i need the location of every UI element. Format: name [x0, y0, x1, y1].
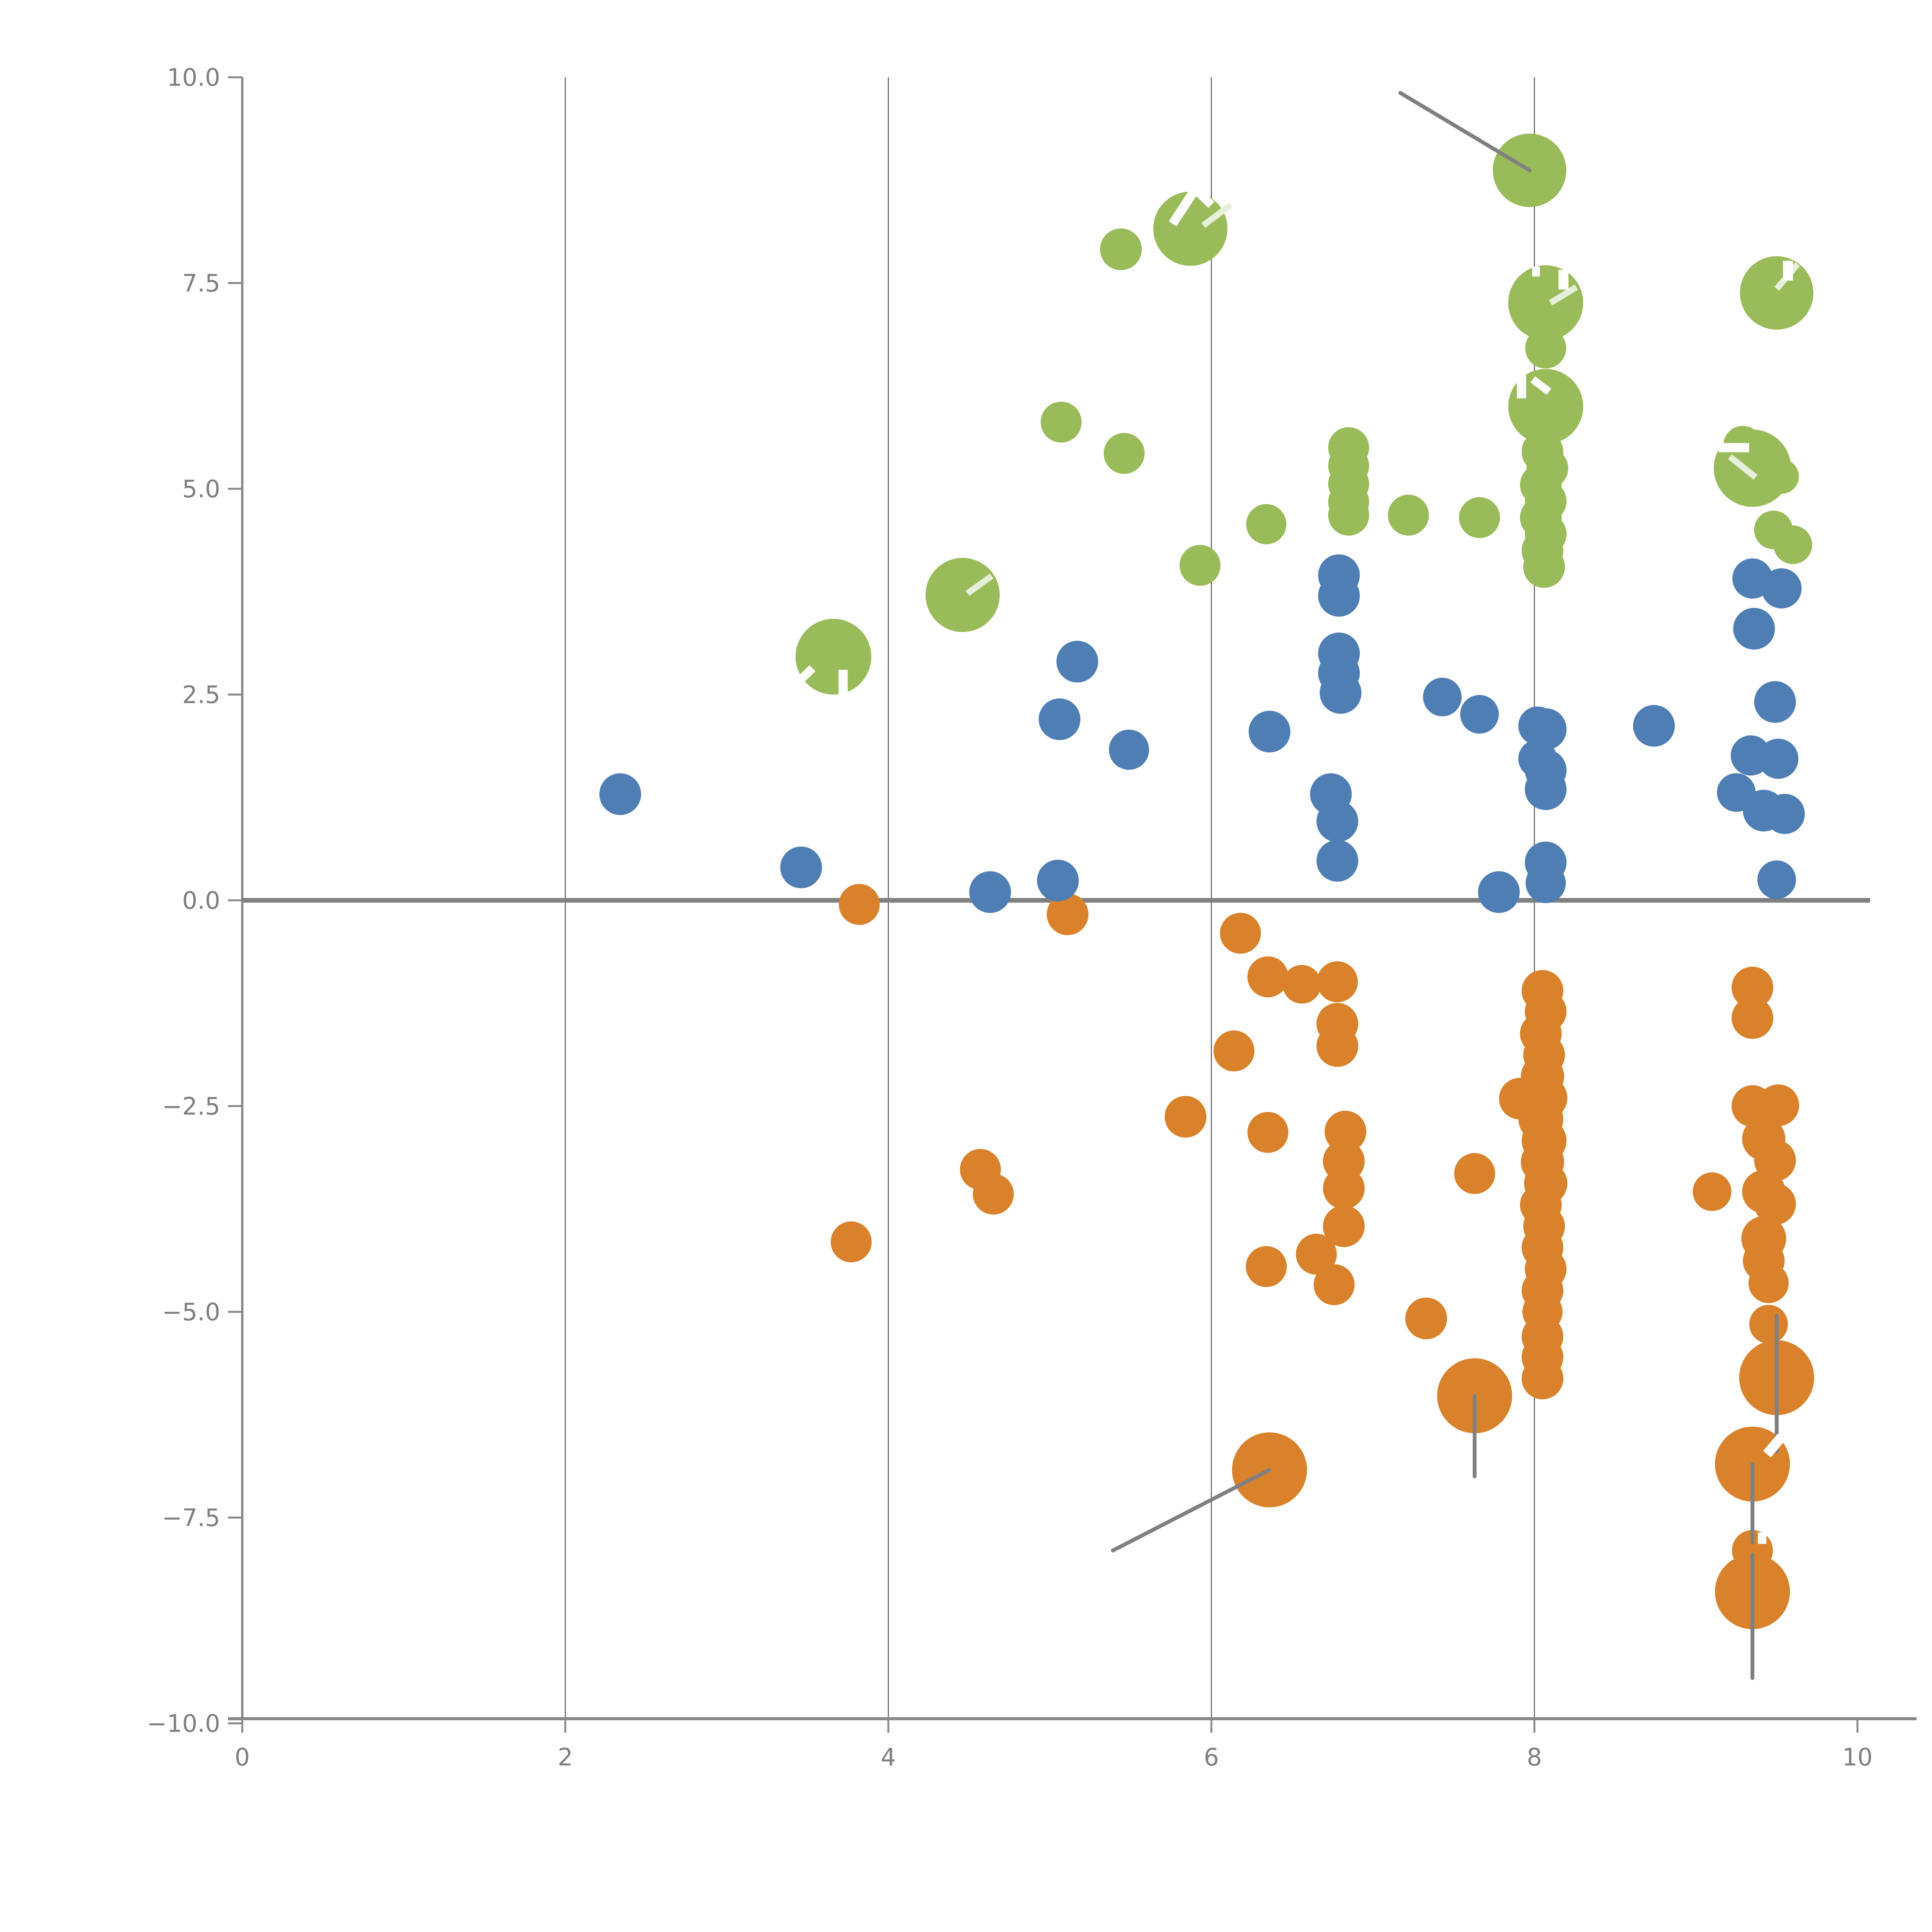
bubble-blue[interactable]: [1525, 768, 1567, 810]
bubble-orange[interactable]: [1296, 1233, 1337, 1275]
bubble-blue[interactable]: [1733, 608, 1775, 650]
bubble-blue[interactable]: [1761, 568, 1802, 609]
bubble-green[interactable]: [795, 619, 871, 695]
bubble-orange[interactable]: [1246, 1246, 1287, 1287]
bubble-blue[interactable]: [1039, 698, 1081, 740]
bubble-blue[interactable]: [780, 846, 822, 888]
bubble-blue[interactable]: [1320, 672, 1362, 714]
y-tick-label: 5.0: [182, 475, 220, 503]
bubble-orange[interactable]: [1213, 1030, 1255, 1071]
y-tick-label: −10.0: [147, 1709, 220, 1738]
bubble-green[interactable]: [925, 558, 1000, 632]
bubble-blue[interactable]: [1525, 708, 1567, 750]
label-fragment-5: [1168, 187, 1199, 226]
bubble-green[interactable]: [1246, 504, 1287, 544]
x-tick-label: 2: [558, 1743, 573, 1771]
label-fragment-1: [1549, 284, 1578, 306]
x-tick-label: 8: [1527, 1743, 1542, 1771]
bubble-orange[interactable]: [830, 1221, 872, 1262]
bubble-orange[interactable]: [1748, 1263, 1789, 1303]
bubble-blue[interactable]: [1633, 705, 1675, 747]
bubble-orange[interactable]: [1757, 1084, 1799, 1126]
bubble-green[interactable]: [1104, 433, 1145, 474]
bubble-green[interactable]: [1459, 497, 1500, 538]
y-tick-label: −7.5: [162, 1504, 220, 1532]
y-tick-label: −2.5: [162, 1092, 220, 1121]
bubble-blue[interactable]: [1316, 800, 1359, 842]
label-fragment-3: [1728, 454, 1758, 480]
bubble-orange[interactable]: [1313, 1264, 1355, 1305]
label-fragment-4: [966, 573, 994, 596]
bubble-blue[interactable]: [1758, 738, 1799, 779]
bubble-green[interactable]: [1388, 495, 1429, 536]
bubble-green[interactable]: [1773, 525, 1812, 564]
leader-line-0: [1398, 91, 1532, 172]
bubble-green[interactable]: [1179, 545, 1221, 586]
bubble-blue[interactable]: [1248, 711, 1291, 753]
bubble-blue[interactable]: [1109, 730, 1149, 770]
bubble-orange[interactable]: [1692, 1172, 1731, 1211]
bubble-orange[interactable]: [1323, 1167, 1365, 1209]
bubble-blue[interactable]: [1754, 681, 1796, 723]
bubble-orange[interactable]: [1521, 1357, 1563, 1400]
bubble-blue[interactable]: [969, 871, 1011, 913]
bubble-orange[interactable]: [1754, 1183, 1796, 1225]
bubble-orange[interactable]: [1324, 1111, 1366, 1153]
bubble-blue[interactable]: [1318, 575, 1360, 617]
bubble-orange[interactable]: [1317, 961, 1358, 1002]
bubble-blue[interactable]: [1764, 794, 1805, 834]
x-tick-label: 10: [1842, 1743, 1873, 1771]
bubble-orange[interactable]: [1046, 893, 1088, 935]
bubble-green[interactable]: [1041, 401, 1082, 443]
y-tick-label: −5.0: [162, 1298, 220, 1326]
bubble-orange[interactable]: [838, 884, 880, 925]
label-fragment-13: [788, 665, 816, 692]
bubble-orange[interactable]: [1247, 956, 1289, 998]
bubble-green[interactable]: [1764, 459, 1799, 494]
bubble-blue[interactable]: [1478, 871, 1520, 913]
label-fragment-6: [1194, 188, 1214, 208]
bubble-orange[interactable]: [1220, 913, 1261, 954]
bubble-orange[interactable]: [1731, 966, 1774, 1009]
bubble-orange[interactable]: [1247, 1112, 1289, 1153]
bubble-orange[interactable]: [1731, 997, 1774, 1039]
bubble-blue[interactable]: [1056, 641, 1099, 683]
bubble-green[interactable]: [1508, 369, 1583, 444]
bubble-orange[interactable]: [1405, 1298, 1447, 1340]
x-tick-label: 4: [881, 1743, 896, 1771]
bubble-orange[interactable]: [1323, 1205, 1365, 1247]
bubble-blue[interactable]: [1037, 859, 1079, 901]
bubble-blue[interactable]: [1460, 695, 1499, 734]
y-tick-label: 7.5: [182, 269, 220, 298]
bubble-green[interactable]: [1740, 256, 1813, 330]
bubble-green[interactable]: [1100, 228, 1142, 270]
y-tick-label: 0.0: [182, 886, 220, 915]
bubble-green[interactable]: [1525, 327, 1566, 369]
bubble-blue[interactable]: [1316, 840, 1359, 882]
label-fragment-0: [1201, 202, 1233, 228]
x-tick-label: 0: [235, 1743, 250, 1771]
bubble-green[interactable]: [1328, 495, 1369, 536]
bubble-blue[interactable]: [599, 773, 641, 815]
bubble-orange[interactable]: [1749, 1304, 1788, 1344]
bubble-orange[interactable]: [1165, 1096, 1207, 1138]
bubble-green[interactable]: [1523, 546, 1565, 588]
x-tick-label: 6: [1204, 1743, 1219, 1771]
label-fragment-15: [1763, 1434, 1786, 1458]
bubble-blue[interactable]: [1526, 863, 1566, 903]
bubble-blue[interactable]: [1423, 677, 1462, 716]
bubble-orange[interactable]: [1316, 1025, 1359, 1067]
y-tick-label: 10.0: [167, 63, 220, 92]
bubble-orange[interactable]: [973, 1173, 1014, 1215]
bubble-blue[interactable]: [1757, 860, 1796, 899]
leader-line-1: [1111, 1468, 1272, 1553]
label-fragment-10: [1530, 376, 1551, 395]
bubble-orange[interactable]: [1282, 965, 1321, 1004]
bubble-green[interactable]: [1153, 191, 1228, 266]
bubble-orange[interactable]: [1454, 1153, 1495, 1194]
y-tick-label: 2.5: [182, 681, 220, 709]
